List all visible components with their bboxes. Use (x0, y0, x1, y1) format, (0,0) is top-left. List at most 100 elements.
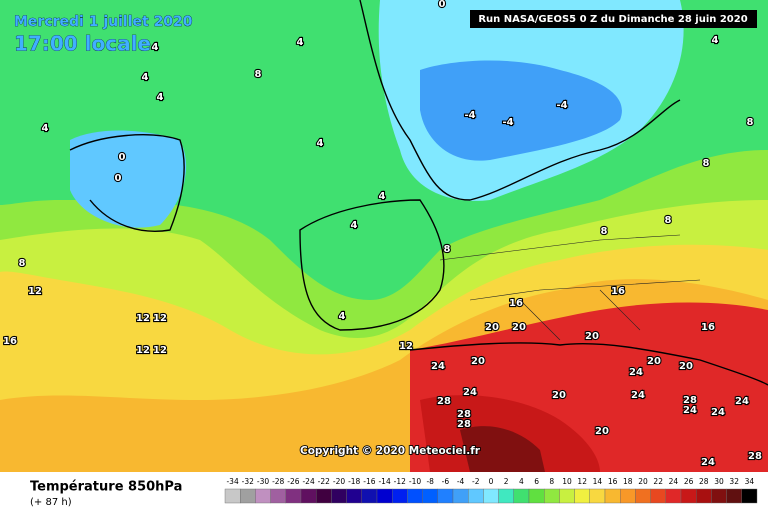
run-info: Run NASA/GEOS5 0 Z du Dimanche 28 juin 2… (478, 14, 747, 25)
scale-label: 6 (534, 477, 539, 486)
scale-swatch (407, 488, 423, 504)
scale-label: -20 (333, 477, 345, 486)
scale-swatch (300, 488, 317, 504)
color-scale: -34 -32 -30 -28 -26 -24 -22 -20 -18 -16 -14 -12 -10-… (224, 477, 758, 504)
scale-swatch (270, 488, 287, 504)
contour-label: 12 (136, 313, 150, 324)
scale-swatch (559, 488, 575, 504)
footer-title: Température 850hPa (30, 480, 182, 495)
scale-swatch (589, 488, 606, 504)
scale-swatch (331, 488, 347, 504)
scale-label: 2 (504, 477, 509, 486)
footer-lead: (+ 87 h) (30, 497, 72, 508)
contour-label: 28 (437, 396, 451, 407)
contour-label: 8 (703, 158, 710, 169)
contour-label: 20 (595, 426, 609, 437)
scale-label: 20 (638, 477, 648, 486)
contour-label: 20 (552, 390, 566, 401)
scale-swatch (726, 488, 742, 504)
scale-swatch (741, 488, 758, 504)
scale-label: -4 (457, 477, 465, 486)
contour-label: 12 (153, 345, 167, 356)
scale-swatch (316, 488, 332, 504)
contour-label: 20 (585, 331, 599, 342)
scale-swatch (239, 488, 256, 504)
scale-swatch (711, 488, 727, 504)
scale-label: 12 (577, 477, 587, 486)
scale-label: -24 (302, 477, 314, 486)
copyright: Copyright © 2020 Meteociel.fr (300, 445, 481, 457)
contour-label: 12 (153, 313, 167, 324)
contour-label: 16 (3, 336, 17, 347)
forecast-date: Mercredi 1 juillet 2020 (14, 14, 193, 30)
contour-label: 0 (119, 152, 126, 163)
contour-label: -4 (556, 100, 567, 111)
contour-label: 4 (157, 92, 164, 103)
scale-label: -26 (287, 477, 299, 486)
contour-label: 24 (463, 387, 477, 398)
contour-label: 20 (512, 322, 526, 333)
contour-label: 20 (471, 356, 485, 367)
scale-label: 24 (669, 477, 679, 486)
scale-label: -30 (257, 477, 269, 486)
forecast-time: 17:00 locale (14, 32, 151, 56)
contour-label: 4 (42, 123, 49, 134)
contour-label: 8 (255, 69, 262, 80)
contour-label: 16 (701, 322, 715, 333)
scale-swatch (574, 488, 590, 504)
scale-swatch (437, 488, 454, 504)
scale-swatch (346, 488, 363, 504)
scale-swatch (392, 488, 408, 504)
scale-label: -10 (409, 477, 421, 486)
contour-label: 12 (28, 286, 42, 297)
scale-swatch (376, 488, 393, 504)
contour-label: 24 (431, 361, 445, 372)
scale-label: -28 (272, 477, 284, 486)
scale-label: 22 (653, 477, 663, 486)
contour-label: 4 (379, 191, 386, 202)
contour-label: 16 (611, 286, 625, 297)
contour-label: 16 (509, 298, 523, 309)
contour-label: 8 (19, 258, 26, 269)
scale-label: -2 (472, 477, 480, 486)
scale-swatch (635, 488, 651, 504)
scale-label: 34 (745, 477, 755, 486)
contour-label: 28 (457, 419, 471, 430)
scale-swatch (513, 488, 530, 504)
scale-swatch (452, 488, 469, 504)
map (0, 0, 768, 472)
scale-swatch (696, 488, 712, 504)
contour-label: 4 (339, 311, 346, 322)
contour-label: 24 (735, 396, 749, 407)
scale-label: -22 (318, 477, 330, 486)
scale-label: -8 (426, 477, 434, 486)
scale-swatch (665, 488, 682, 504)
scale-label: -32 (242, 477, 254, 486)
contour-label: 28 (457, 409, 471, 420)
scale-label: 32 (729, 477, 739, 486)
scale-swatch (528, 488, 545, 504)
scale-swatch (620, 488, 636, 504)
scale-label: 26 (684, 477, 694, 486)
contour-label: 8 (444, 244, 451, 255)
scale-label: -12 (394, 477, 406, 486)
contour-label: 20 (679, 361, 693, 372)
scale-swatch (422, 488, 439, 504)
scale-label: 14 (593, 477, 603, 486)
scale-swatch (483, 488, 499, 504)
contour-label: 4 (351, 220, 358, 231)
contour-label: 4 (712, 35, 719, 46)
contour-label: 20 (647, 356, 661, 367)
scale-swatch (650, 488, 666, 504)
contour-label: 12 (136, 345, 150, 356)
scale-label: 18 (623, 477, 633, 486)
contour-label: 24 (701, 457, 715, 468)
contour-label: 0 (439, 0, 446, 10)
contour-label: 28 (748, 451, 762, 462)
scale-label: -16 (363, 477, 375, 486)
contour-label: -4 (464, 110, 475, 121)
contour-label: 8 (665, 215, 672, 226)
scale-label: -34 (226, 477, 238, 486)
